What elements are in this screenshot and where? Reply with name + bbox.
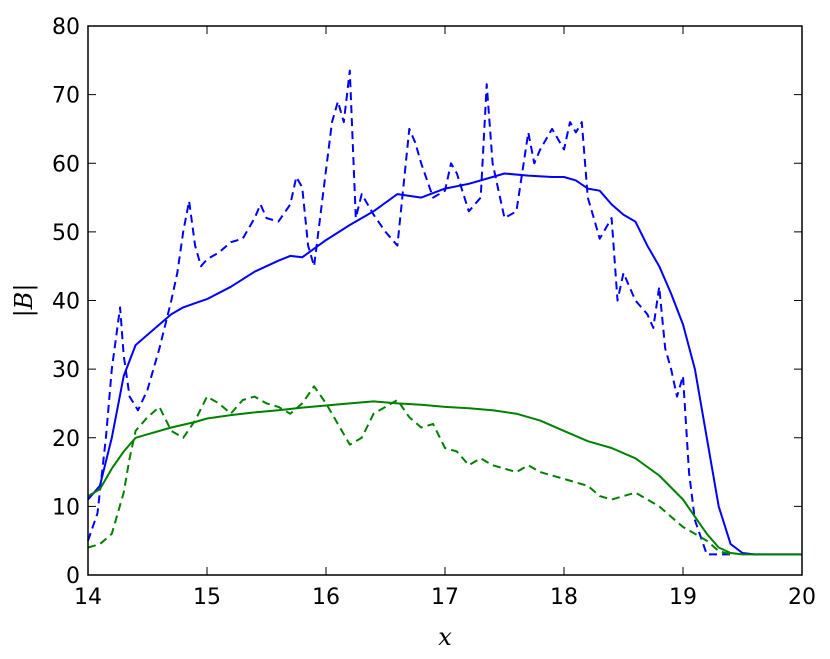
y-tick-label: 60 — [52, 152, 80, 177]
y-tick-label: 70 — [52, 84, 80, 109]
y-tick-label: 40 — [52, 290, 80, 315]
x-tick-label: 16 — [312, 585, 340, 610]
series-line-blue-dashed — [87, 69, 731, 556]
ticks-layer: 14 15 16 17 18 19 20 0 10 20 30 40 50 60 70 80 — [52, 15, 816, 610]
series-line-blue-solid — [87, 172, 802, 556]
x-tick-label: 17 — [431, 585, 459, 610]
plot-frame — [87, 25, 803, 576]
x-tick-label: 18 — [550, 585, 578, 610]
x-tick-label: 20 — [788, 585, 816, 610]
series-layer — [87, 69, 802, 556]
y-tick-label: 50 — [52, 221, 80, 246]
x-tick-label: 15 — [193, 585, 221, 610]
x-axis-label: x — [438, 623, 452, 651]
y-axis-label: |B| — [10, 284, 39, 318]
series-line-green-dashed — [87, 385, 731, 556]
series-line-green-solid — [87, 400, 802, 556]
y-tick-label: 80 — [52, 15, 80, 40]
x-tick-label: 14 — [74, 585, 102, 610]
x-tick-label: 19 — [669, 585, 697, 610]
y-tick-label: 30 — [52, 358, 80, 383]
y-tick-label: 0 — [66, 564, 80, 589]
y-tick-label: 10 — [52, 495, 80, 520]
y-tick-label: 20 — [52, 427, 80, 452]
